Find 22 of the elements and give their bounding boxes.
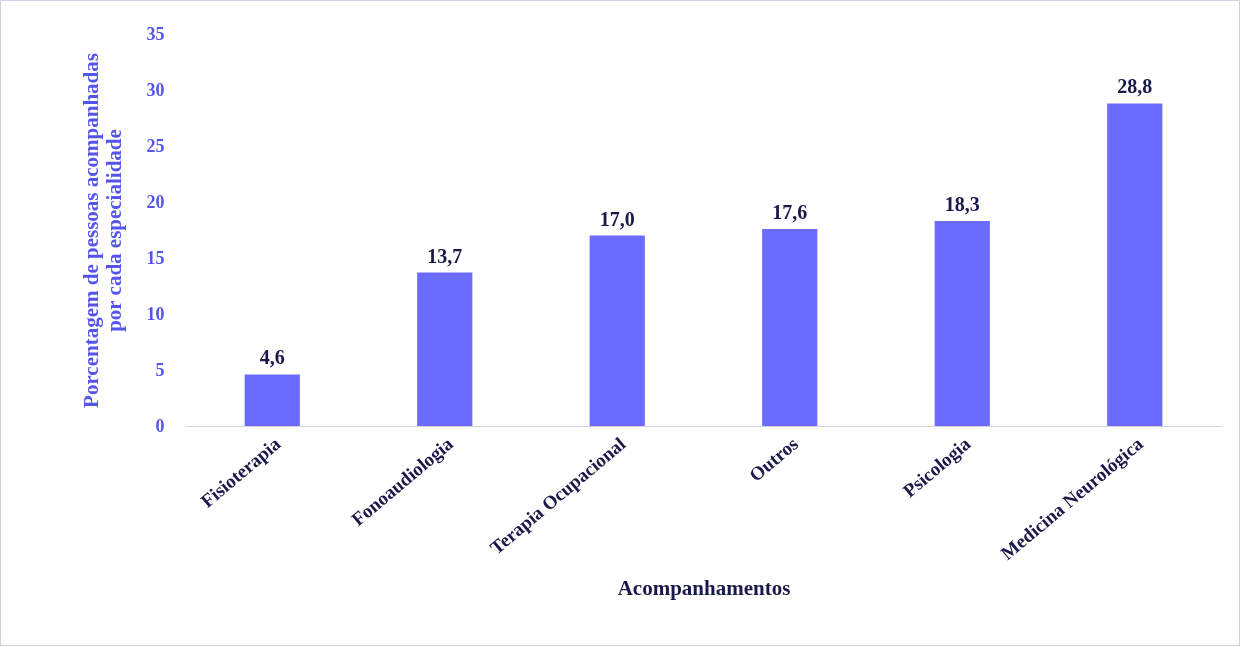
y-tick-label: 35: [146, 23, 165, 44]
bar: [934, 221, 990, 426]
bar: [589, 235, 645, 426]
y-tick-label: 25: [146, 135, 165, 156]
bar: [244, 374, 300, 426]
data-label: 17,6: [772, 200, 808, 223]
y-tick-label: 0: [155, 415, 165, 436]
x-axis-title: Acompanhamentos: [617, 575, 791, 600]
y-tick-label: 30: [146, 79, 165, 100]
data-label: 4,6: [259, 346, 285, 369]
y-tick-label: 5: [155, 359, 165, 380]
data-label: 28,8: [1117, 75, 1153, 98]
y-tick-label: 10: [146, 303, 165, 324]
y-tick-label: 15: [146, 247, 165, 268]
data-label: 17,0: [599, 207, 635, 230]
bar: [762, 228, 818, 426]
y-tick-label: 20: [146, 191, 165, 212]
bar: [417, 272, 473, 426]
bar: [1107, 103, 1163, 426]
y-axis-title: Porcentagem de pessoas acompanhadas por cada especialidade: [78, 53, 126, 408]
data-label: 13,7: [427, 244, 463, 267]
data-label: 18,3: [944, 193, 980, 216]
